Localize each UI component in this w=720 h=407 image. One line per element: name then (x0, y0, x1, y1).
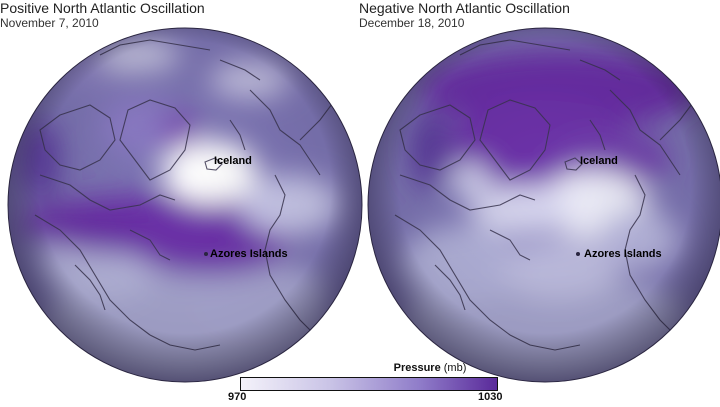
label-azores-negative: Azores Islands (584, 248, 662, 260)
legend-unit: (mb) (443, 362, 467, 374)
globe-negative: Iceland Azores Islands (367, 27, 720, 383)
label-iceland-negative: Iceland (580, 155, 618, 167)
panel-date-positive: November 7, 2010 (0, 16, 99, 30)
panel-title-negative: Negative North Atlantic Oscillation (359, 0, 570, 16)
pressure-color-scale (240, 377, 498, 391)
panel-date-negative: December 18, 2010 (359, 16, 465, 30)
legend-title: Pressure (mb) (300, 362, 560, 374)
legend-min-value: 970 (228, 391, 247, 403)
panel-title-positive: Positive North Atlantic Oscillation (0, 0, 205, 16)
label-azores-positive: Azores Islands (210, 248, 288, 260)
globe-positive: Iceland Azores Islands (7, 27, 363, 383)
label-iceland-positive: Iceland (214, 155, 252, 167)
legend-max-value: 1030 (478, 391, 503, 403)
legend-variable: Pressure (393, 362, 441, 374)
